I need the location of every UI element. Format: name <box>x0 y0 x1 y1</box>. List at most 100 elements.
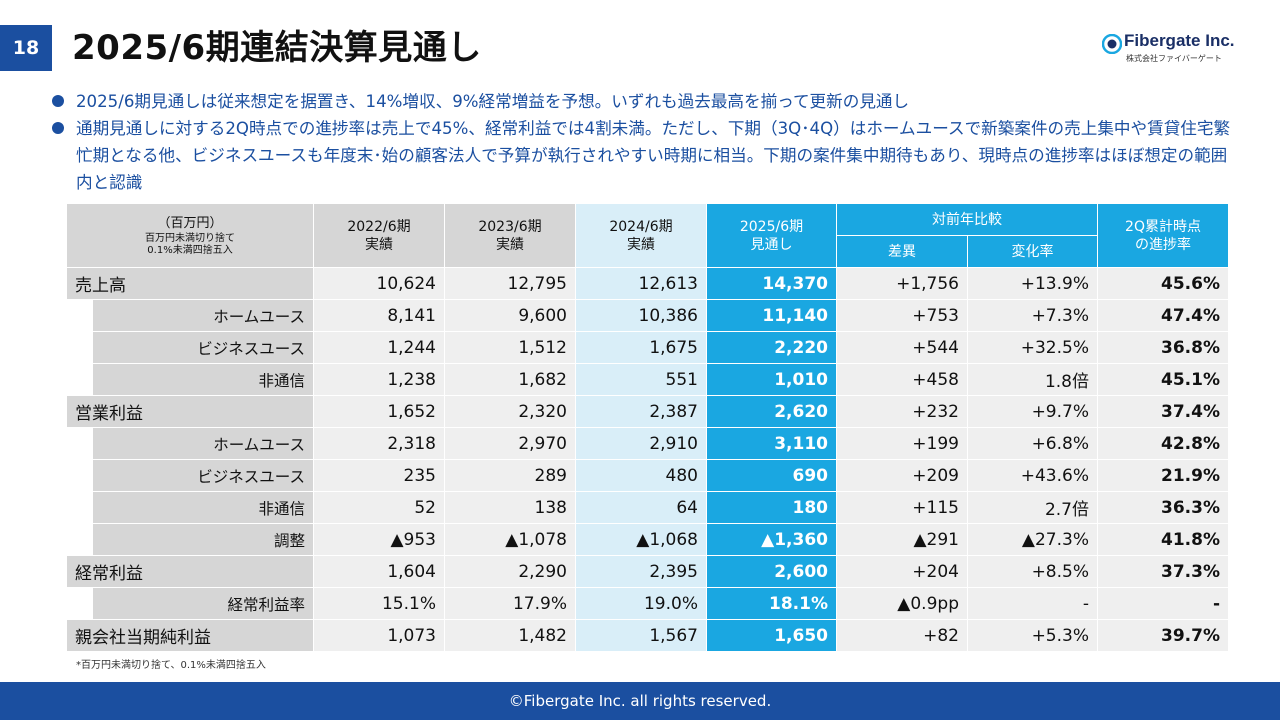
progress-header-line1: 2Q累計時点 <box>1125 218 1201 235</box>
cell-2022: 1,604 <box>313 555 445 588</box>
cell-2025-forecast: 2,220 <box>706 331 837 364</box>
row-label: 非通信 <box>92 363 314 396</box>
unit-label: （百万円） <box>157 215 223 231</box>
bullet-text: 2025/6期見通しは従来想定を据置き、14%増収、9%経常増益を予想。いずれも… <box>76 92 910 111</box>
table-row: ホームユース 8,141 9,600 10,386 11,140 +753 +7.3% 47.… <box>66 299 1229 396</box>
cell-progress: - <box>1097 587 1229 620</box>
cell-2025-forecast: 14,370 <box>706 267 837 300</box>
cell-diff: +115 <box>836 491 968 524</box>
cell-2023: 1,682 <box>444 363 576 396</box>
cell-progress: 39.7% <box>1097 619 1229 652</box>
table-row: ホームユース 2,318 2,970 2,910 3,110 +199 +6.8% 42.8% <box>66 427 1229 556</box>
rate-header: 変化率 <box>967 235 1098 268</box>
cell-diff: +204 <box>836 555 968 588</box>
cell-2023: 9,600 <box>444 299 576 332</box>
row-label: ビジネスユース <box>92 459 314 492</box>
cell-2024: 1,567 <box>575 619 707 652</box>
col-header-2024-year: 2024/6期 <box>609 218 673 235</box>
cell-rate: +5.3% <box>967 619 1098 652</box>
col-header-2025-year: 2025/6期 <box>739 218 804 235</box>
cell-2022: 1,073 <box>313 619 445 652</box>
cell-rate: +7.3% <box>967 299 1098 332</box>
cell-rate: - <box>967 587 1098 620</box>
row-label: ビジネスユース <box>92 331 314 364</box>
yoy-header: 対前年比較 <box>836 203 1098 236</box>
cell-2023: 138 <box>444 491 576 524</box>
cell-progress: 45.1% <box>1097 363 1229 396</box>
footer-bar: ©Fibergate Inc. all rights reserved. <box>0 682 1280 720</box>
row-label: ホームユース <box>92 427 314 460</box>
cell-2025-forecast: 3,110 <box>706 427 837 460</box>
copyright-text: ©Fibergate Inc. all rights reserved. <box>508 692 772 710</box>
unit-header: （百万円） 百万円未満切り捨て 0.1%未満四捨五入 <box>66 203 314 268</box>
cell-rate: +8.5% <box>967 555 1098 588</box>
cell-progress: 36.3% <box>1097 491 1229 524</box>
col-header-2023: 2023/6期 実績 <box>444 203 576 268</box>
cell-diff: ▲291 <box>836 523 968 556</box>
table-row: 経常利益率 15.1% 17.9% 19.0% 18.1% ▲0.9pp - - <box>66 587 1229 620</box>
cell-2024: 2,395 <box>575 555 707 588</box>
diff-header: 差異 <box>836 235 968 268</box>
cell-2024: 2,387 <box>575 395 707 428</box>
cell-progress: 42.8% <box>1097 427 1229 460</box>
unit-note-1: 百万円未満切り捨て <box>145 232 235 244</box>
page-title: 2025/6期連結決算見通し <box>72 28 482 68</box>
cell-rate: +43.6% <box>967 459 1098 492</box>
cell-2024: 480 <box>575 459 707 492</box>
table-row: 調整 ▲953 ▲1,078 ▲1,068 ▲1,360 ▲291 ▲27.3% 41.8% <box>67 523 1229 556</box>
cell-diff: +199 <box>836 427 968 460</box>
cell-2025-forecast: 2,620 <box>706 395 837 428</box>
footnote: *百万円未満切り捨て、0.1%未満四捨五入 <box>76 660 266 671</box>
row-label: 調整 <box>92 523 314 556</box>
row-indent <box>66 299 93 396</box>
cell-2024: 2,910 <box>575 427 707 460</box>
cell-2023: 289 <box>444 459 576 492</box>
bullet-dot-icon <box>52 122 64 134</box>
col-header-2022-year: 2022/6期 <box>347 218 411 235</box>
cell-2022: ▲953 <box>313 523 445 556</box>
cell-2025-forecast: 690 <box>706 459 837 492</box>
cell-rate: +32.5% <box>967 331 1098 364</box>
cell-diff: +458 <box>836 363 968 396</box>
cell-diff: +82 <box>836 619 968 652</box>
col-header-2022-kind: 実績 <box>365 236 393 253</box>
col-header-2024: 2024/6期 実績 <box>575 203 707 268</box>
cell-2025-forecast: 1,010 <box>706 363 837 396</box>
cell-rate: +6.8% <box>967 427 1098 460</box>
cell-2022: 1,238 <box>313 363 445 396</box>
cell-2023: 12,795 <box>444 267 576 300</box>
unit-note-2: 0.1%未満四捨五入 <box>147 244 233 256</box>
bullet-list: 2025/6期見通しは従来想定を据置き、14%増収、9%経常増益を予想。いずれも… <box>50 88 1240 196</box>
bullet-item: 2025/6期見通しは従来想定を据置き、14%増収、9%経常増益を予想。いずれも… <box>50 88 1240 115</box>
cell-2025-forecast: 1,650 <box>706 619 837 652</box>
progress-header-line2: の進捗率 <box>1135 236 1191 253</box>
table-row: 売上高 10,624 12,795 12,613 14,370 +1,756 +13.9% 4… <box>66 267 1229 300</box>
bullet-text: 通期見通しに対する2Q時点での進捗率は売上で45%、経常利益では4割未満。ただし… <box>76 119 1231 192</box>
cell-2024: 64 <box>575 491 707 524</box>
col-header-2023-year: 2023/6期 <box>478 218 542 235</box>
cell-2022: 1,652 <box>313 395 445 428</box>
cell-diff: +209 <box>836 459 968 492</box>
cell-rate: ▲27.3% <box>967 523 1098 556</box>
table-body: 売上高 10,624 12,795 12,613 14,370 +1,756 +13.9% 4… <box>66 267 1229 652</box>
col-header-2023-kind: 実績 <box>496 236 524 253</box>
cell-2025-forecast: 11,140 <box>706 299 837 332</box>
bullet-item: 通期見通しに対する2Q時点での進捗率は売上で45%、経常利益では4割未満。ただし… <box>50 115 1240 196</box>
cell-2023: 2,320 <box>444 395 576 428</box>
col-header-2022: 2022/6期 実績 <box>313 203 445 268</box>
cell-diff: +544 <box>836 331 968 364</box>
row-label: 経常利益率 <box>92 587 314 620</box>
table-row: 経常利益 1,604 2,290 2,395 2,600 +204 +8.5% 37.3% <box>66 555 1229 588</box>
cell-progress: 37.3% <box>1097 555 1229 588</box>
cell-2025-forecast: 180 <box>706 491 837 524</box>
cell-progress: 45.6% <box>1097 267 1229 300</box>
row-label: 経常利益 <box>66 555 314 588</box>
cell-2025-forecast: ▲1,360 <box>706 523 837 556</box>
cell-2024: 1,675 <box>575 331 707 364</box>
cell-2022: 15.1% <box>313 587 445 620</box>
cell-diff: +232 <box>836 395 968 428</box>
cell-progress: 47.4% <box>1097 299 1229 332</box>
col-header-2025-kind: 見通し <box>750 236 793 253</box>
cell-2023: ▲1,078 <box>444 523 576 556</box>
cell-2025-forecast: 2,600 <box>706 555 837 588</box>
